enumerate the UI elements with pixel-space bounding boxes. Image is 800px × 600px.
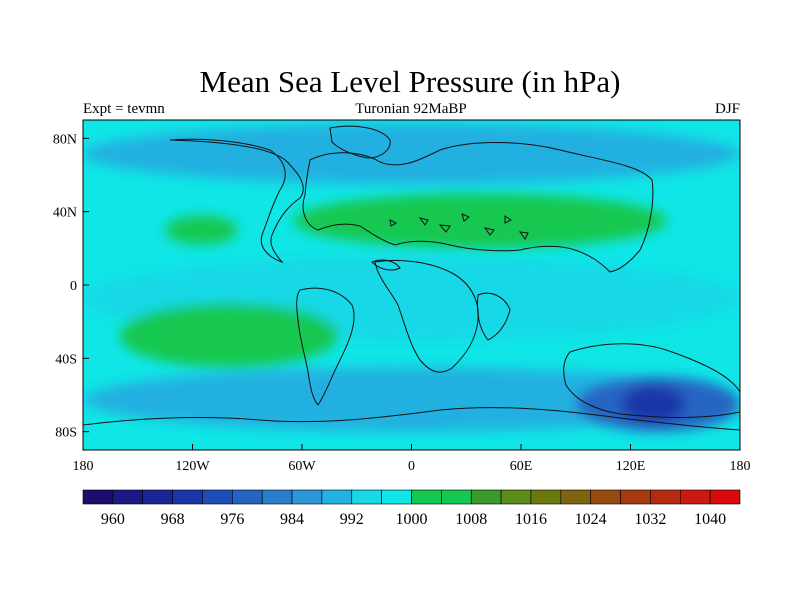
pressure-region-4	[119, 303, 339, 368]
colorbar-label-10: 1040	[694, 511, 726, 528]
colorbar-swatch-4	[202, 489, 233, 505]
colorbar-label-5: 1000	[396, 511, 428, 528]
coastlines	[83, 125, 740, 450]
y-tick-label-0: 80N	[53, 132, 77, 147]
chart-title: Mean Sea Level Pressure (in hPa)	[200, 64, 621, 99]
colorbar-label-1: 968	[161, 511, 185, 528]
y-tick-label-2: 0	[70, 279, 77, 294]
coastline-greenland	[329, 125, 391, 159]
pressure-field	[83, 123, 740, 432]
colorbar-swatch-5	[232, 489, 263, 505]
coastline-south-america	[296, 287, 355, 406]
colorbar-swatch-6	[261, 489, 293, 505]
coastline-eurasia	[302, 142, 654, 273]
pressure-region-5	[83, 367, 740, 432]
x-tick-label-3: 0	[408, 459, 415, 474]
colorbar-swatch-0	[82, 489, 114, 505]
coastline-australia-antarctica	[563, 343, 740, 418]
colorbar-label-0: 960	[101, 511, 125, 528]
colorbar-swatch-8	[321, 489, 353, 505]
coastline-india	[477, 292, 511, 341]
experiment-label: Expt = tevmn	[83, 101, 165, 117]
x-tick-label-4: 60E	[510, 459, 533, 474]
x-tick-label-0: 180	[73, 459, 94, 474]
x-tick-label-6: 180	[730, 459, 751, 474]
coastline-islands	[371, 213, 529, 271]
colorbar-swatch-16	[560, 489, 591, 505]
colorbar-label-6: 1008	[455, 511, 487, 528]
colorbar-swatch-10	[381, 489, 412, 505]
colorbar-swatch-14	[500, 489, 532, 505]
colorbar-swatch-21	[709, 489, 741, 505]
season-label: DJF	[715, 101, 740, 117]
x-tick-label-5: 120E	[616, 459, 646, 474]
period-label: Turonian 92MaBP	[355, 101, 467, 117]
coastline-antarctica	[83, 407, 740, 450]
colorbar-swatch-13	[470, 489, 502, 505]
y-tick-label-4: 80S	[55, 426, 77, 441]
colorbar-swatch-19	[650, 489, 681, 505]
y-axis: 80N 40N 0 40S 80S	[53, 132, 89, 441]
x-axis: 180 120W 60W 0 60E 120E 180	[73, 444, 751, 474]
coastline-africa	[374, 259, 479, 373]
colorbar: 960 968 976 984 992 1000 1008 1016 1024 1032 1040	[82, 489, 741, 528]
colorbar-swatch-11	[411, 489, 442, 505]
colorbar-swatch-2	[142, 489, 173, 505]
colorbar-swatch-7	[291, 489, 323, 505]
pressure-region-0	[83, 123, 740, 185]
colorbar-swatch-1	[112, 489, 144, 505]
colorbar-label-2: 976	[220, 511, 244, 528]
colorbar-swatch-3	[172, 489, 203, 505]
colorbar-label-9: 1032	[634, 511, 666, 528]
colorbar-swatch-17	[590, 489, 621, 505]
colorbar-label-3: 984	[280, 511, 304, 528]
pressure-region-7	[621, 385, 686, 423]
x-tick-label-1: 120W	[175, 459, 210, 474]
y-tick-label-3: 40S	[55, 352, 77, 367]
colorbar-label-4: 992	[340, 511, 364, 528]
coastline-north-america	[169, 138, 304, 264]
pressure-region-3	[292, 193, 667, 249]
colorbar-swatch-20	[679, 489, 711, 505]
colorbar-swatch-15	[530, 489, 562, 505]
colorbar-label-8: 1024	[575, 511, 607, 528]
y-tick-label-1: 40N	[53, 206, 77, 221]
colorbar-swatch-18	[620, 489, 651, 505]
pressure-region-2	[165, 215, 239, 245]
colorbar-label-7: 1016	[515, 511, 547, 528]
colorbar-swatch-12	[441, 489, 472, 505]
colorbar-swatch-9	[351, 489, 382, 505]
x-tick-label-2: 60W	[288, 459, 316, 474]
map-area	[83, 120, 740, 450]
